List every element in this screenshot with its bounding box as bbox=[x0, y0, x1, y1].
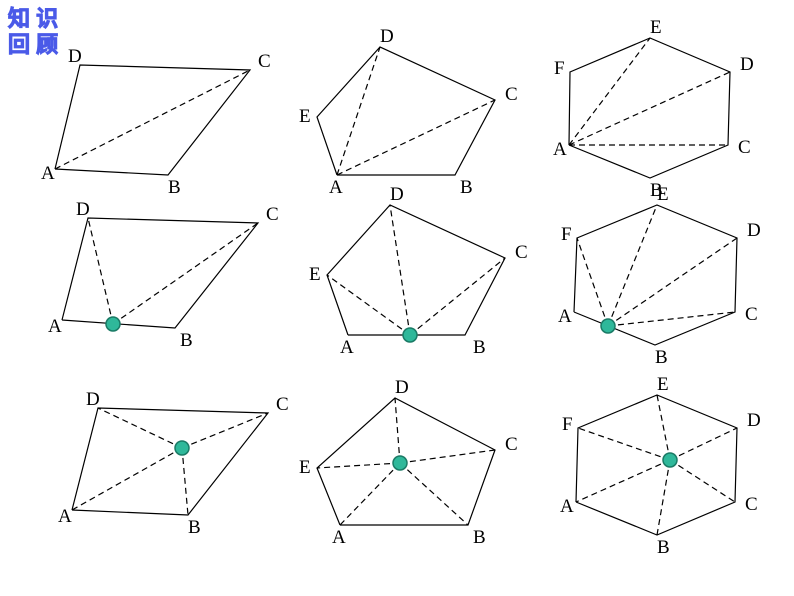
vertex-label: B bbox=[188, 517, 201, 538]
diagonal bbox=[657, 395, 670, 460]
vertex-label: A bbox=[553, 139, 567, 160]
penta-vertex: A B C D E bbox=[299, 26, 518, 198]
vertex-label: A bbox=[340, 337, 354, 358]
vertex-label: D bbox=[747, 410, 761, 431]
vertex-label: A bbox=[329, 177, 343, 198]
diagonal bbox=[340, 463, 400, 525]
vertex-label: C bbox=[515, 242, 528, 263]
diagonal bbox=[400, 463, 468, 525]
diagonal bbox=[569, 72, 730, 145]
polygon-outline bbox=[569, 38, 730, 178]
vertex-label: E bbox=[650, 17, 662, 38]
vertex-label: C bbox=[505, 84, 518, 105]
diagonal bbox=[608, 205, 657, 326]
quad-edge: A B C D bbox=[48, 199, 279, 351]
diagonal bbox=[576, 460, 670, 502]
penta-interior: A B C D E bbox=[299, 377, 518, 548]
diagram-canvas: ABCDABCDEABCDEFABCDABCDEABCDEFABCDABCDEA… bbox=[0, 0, 794, 596]
diagonal bbox=[113, 223, 258, 324]
interior-point-icon bbox=[601, 319, 615, 333]
diagonal bbox=[98, 408, 182, 448]
diagonal bbox=[410, 258, 505, 335]
vertex-label: A bbox=[41, 163, 55, 184]
diagonal bbox=[327, 275, 410, 335]
vertex-label: F bbox=[561, 224, 572, 245]
vertex-label: A bbox=[560, 496, 574, 517]
diagonal bbox=[390, 205, 410, 335]
diagonal bbox=[578, 428, 670, 460]
vertex-label: C bbox=[258, 51, 271, 72]
vertex-label: B bbox=[655, 347, 668, 368]
diagonal bbox=[395, 398, 400, 463]
diagonal bbox=[72, 448, 182, 510]
vertex-label: E bbox=[299, 457, 311, 478]
vertex-label: B bbox=[180, 330, 193, 351]
quad-vertex: A B C D bbox=[41, 46, 271, 198]
vertex-label: B bbox=[657, 537, 670, 558]
vertex-label: C bbox=[738, 137, 751, 158]
diagonal bbox=[55, 70, 250, 169]
vertex-label: D bbox=[76, 199, 90, 220]
quad-interior: A B C D bbox=[58, 389, 289, 538]
vertex-label: C bbox=[745, 304, 758, 325]
vertex-label: D bbox=[390, 184, 404, 205]
polygon-outline bbox=[327, 205, 505, 335]
diagonal bbox=[670, 428, 737, 460]
interior-point-icon bbox=[175, 441, 189, 455]
vertex-label: E bbox=[299, 106, 311, 127]
diagonal bbox=[670, 460, 735, 502]
hexa-interior: A B C D E F bbox=[560, 374, 761, 558]
diagonal bbox=[337, 47, 380, 175]
polygon-outline bbox=[72, 408, 268, 515]
diagonal bbox=[182, 413, 268, 448]
vertex-label: B bbox=[473, 337, 486, 358]
interior-point-icon bbox=[403, 328, 417, 342]
diagonal bbox=[88, 218, 113, 324]
vertex-label: A bbox=[58, 506, 72, 527]
vertex-label: A bbox=[332, 527, 346, 548]
vertex-label: C bbox=[276, 394, 289, 415]
vertex-label: B bbox=[460, 177, 473, 198]
hexa-vertex: ABCDEF bbox=[553, 17, 754, 201]
vertex-label: B bbox=[168, 177, 181, 198]
diagonal bbox=[577, 238, 608, 326]
vertex-label: D bbox=[740, 54, 754, 75]
diagonal bbox=[569, 38, 650, 145]
vertex-label: D bbox=[747, 220, 761, 241]
vertex-label: F bbox=[562, 414, 573, 435]
vertex-label: D bbox=[86, 389, 100, 410]
vertex-label: B bbox=[473, 527, 486, 548]
vertex-label: E bbox=[657, 374, 669, 395]
polygon-outline bbox=[576, 395, 737, 535]
diagonal bbox=[657, 460, 670, 535]
vertex-label: C bbox=[745, 494, 758, 515]
diagonal bbox=[608, 312, 735, 326]
vertex-label: D bbox=[380, 26, 394, 47]
vertex-label: E bbox=[657, 184, 669, 205]
penta-edge: A B C D E bbox=[309, 184, 528, 358]
vertex-label: D bbox=[68, 46, 82, 67]
diagonal bbox=[400, 450, 495, 463]
vertex-label: D bbox=[395, 377, 409, 398]
diagonal bbox=[317, 463, 400, 468]
vertex-label: A bbox=[48, 316, 62, 337]
interior-point-icon bbox=[393, 456, 407, 470]
polygon-outline bbox=[55, 65, 250, 175]
interior-point-icon bbox=[663, 453, 677, 467]
diagonal bbox=[182, 448, 188, 515]
vertex-label: E bbox=[309, 264, 321, 285]
polygon-outline bbox=[574, 205, 737, 345]
vertex-label: F bbox=[554, 58, 565, 79]
vertex-label: C bbox=[505, 434, 518, 455]
interior-point-icon bbox=[106, 317, 120, 331]
vertex-label: A bbox=[558, 306, 572, 327]
hexa-edge: A B C D E F bbox=[558, 184, 761, 368]
diagonal bbox=[337, 100, 495, 175]
diagonal bbox=[608, 238, 737, 326]
vertex-label: C bbox=[266, 204, 279, 225]
